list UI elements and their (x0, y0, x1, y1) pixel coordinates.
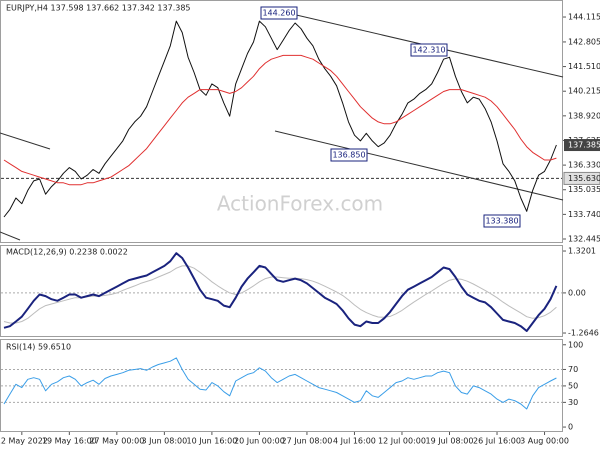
annotation: 142.310 (412, 46, 445, 55)
y-tick-label: 30 (568, 398, 578, 407)
series-line (3, 357, 557, 410)
annotation: 136.850 (332, 151, 365, 160)
x-tick-label: 20 Jun 00:00 (234, 437, 285, 446)
series-line (3, 54, 557, 186)
y-tick-label: 70 (568, 365, 578, 374)
y-tick-label: 141.510 (568, 62, 600, 71)
y-tick-label: 100 (568, 340, 583, 349)
annotation-box (410, 43, 448, 57)
annotation: 133.380 (485, 217, 518, 226)
channel-lower (274, 130, 564, 201)
x-tick-label: 27 May 00:00 (89, 437, 144, 446)
y-tick-label: 132.445 (568, 235, 600, 244)
watermark: ActionForex.com (217, 192, 383, 216)
old-channel-lower (0, 231, 21, 241)
y-tick-label: 140.215 (568, 87, 600, 96)
x-tick-label: 26 Jul 16:00 (473, 437, 521, 446)
x-tick-label: 3 Jun 08:00 (142, 437, 188, 446)
x-tick-label: 4 Jul 16:00 (333, 437, 376, 446)
y-tick-label: 136.330 (568, 161, 600, 170)
price-tag-label: 137.385 (568, 141, 600, 150)
level-tag-label: 135.630 (568, 174, 600, 183)
y-tick-label: 142.805 (568, 37, 600, 46)
y-tick-label: 50 (568, 381, 578, 390)
annotation-box (330, 148, 368, 162)
x-tick-label: 10 Jun 16:00 (186, 437, 237, 446)
macd-panel (0, 245, 563, 337)
series-line (3, 252, 558, 332)
y-tick-label: 135.035 (568, 185, 600, 194)
annotation-box (260, 6, 298, 20)
y-tick-label: 138.920 (568, 111, 600, 120)
y-tick-label: 133.740 (568, 210, 600, 219)
y-tick-label: 0 (568, 423, 573, 432)
y-tick-label: -1.2646 (568, 329, 599, 338)
level-tag (563, 171, 600, 185)
price-tag (564, 139, 600, 152)
price-panel (0, 0, 563, 243)
x-tick-label: 3 Aug 00:00 (520, 437, 569, 446)
macd-title: MACD(12,26,9) 0.2238 0.0022 (6, 248, 128, 257)
annotation-box (483, 214, 521, 228)
x-tick-label: 27 Jun 08:00 (282, 437, 333, 446)
y-tick-label: 0.00 (568, 288, 586, 297)
x-tick-label: 12 Jul 00:00 (378, 437, 426, 446)
rsi-title: RSI(14) 59.6510 (6, 343, 71, 352)
x-tick-label: 12 May 2022 (0, 437, 48, 446)
x-tick-label: 19 Jul 08:00 (426, 437, 474, 446)
old-channel-upper (0, 132, 51, 150)
series-line (3, 20, 557, 218)
x-tick-label: 19 May 16:00 (42, 437, 97, 446)
y-tick-label: 1.3201 (568, 247, 596, 256)
price-title: EURJPY,H4 137.598 137.662 137.342 137.38… (6, 4, 191, 13)
y-tick-label: 144.115 (568, 13, 600, 22)
annotation: 144.260 (262, 9, 295, 18)
